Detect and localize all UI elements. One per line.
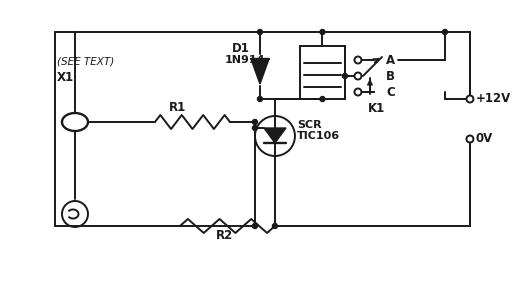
- Circle shape: [253, 126, 257, 131]
- Text: SCR: SCR: [297, 120, 321, 130]
- Text: 1N914: 1N914: [225, 55, 266, 65]
- Text: +12V: +12V: [476, 92, 511, 105]
- Text: R2: R2: [216, 229, 233, 242]
- Text: X1: X1: [57, 71, 74, 84]
- Circle shape: [272, 223, 278, 228]
- Circle shape: [355, 88, 361, 96]
- Circle shape: [343, 74, 347, 78]
- Text: R1: R1: [170, 101, 187, 114]
- Bar: [300, 46, 345, 99]
- Circle shape: [253, 223, 257, 228]
- Text: K1: K1: [368, 102, 385, 115]
- Text: D1: D1: [232, 42, 250, 55]
- Circle shape: [257, 29, 263, 34]
- Circle shape: [443, 29, 447, 34]
- Circle shape: [320, 96, 325, 101]
- Text: TIC106: TIC106: [297, 131, 340, 141]
- Circle shape: [466, 136, 473, 143]
- Text: 0V: 0V: [476, 132, 493, 145]
- Circle shape: [253, 119, 257, 124]
- Text: A: A: [386, 54, 395, 67]
- Text: B: B: [386, 70, 395, 83]
- Text: C: C: [386, 86, 395, 99]
- Circle shape: [355, 56, 361, 64]
- Polygon shape: [251, 59, 269, 84]
- Circle shape: [355, 73, 361, 79]
- Circle shape: [466, 96, 473, 103]
- Text: (SEE TEXT): (SEE TEXT): [57, 56, 114, 66]
- Circle shape: [320, 29, 325, 34]
- Polygon shape: [264, 128, 286, 143]
- Circle shape: [257, 96, 263, 101]
